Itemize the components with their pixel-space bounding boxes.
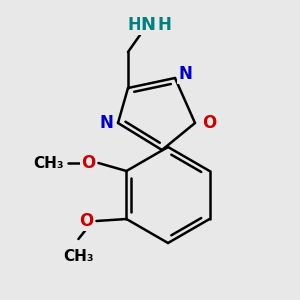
Text: O: O: [81, 154, 96, 172]
Text: CH₃: CH₃: [33, 155, 63, 170]
Text: CH₃: CH₃: [63, 249, 94, 264]
Text: O: O: [79, 212, 94, 230]
Text: O: O: [202, 114, 216, 132]
Text: N: N: [140, 16, 155, 34]
Text: H: H: [127, 16, 141, 34]
Text: N: N: [99, 114, 113, 132]
Text: N: N: [178, 65, 192, 83]
Text: H: H: [157, 16, 171, 34]
